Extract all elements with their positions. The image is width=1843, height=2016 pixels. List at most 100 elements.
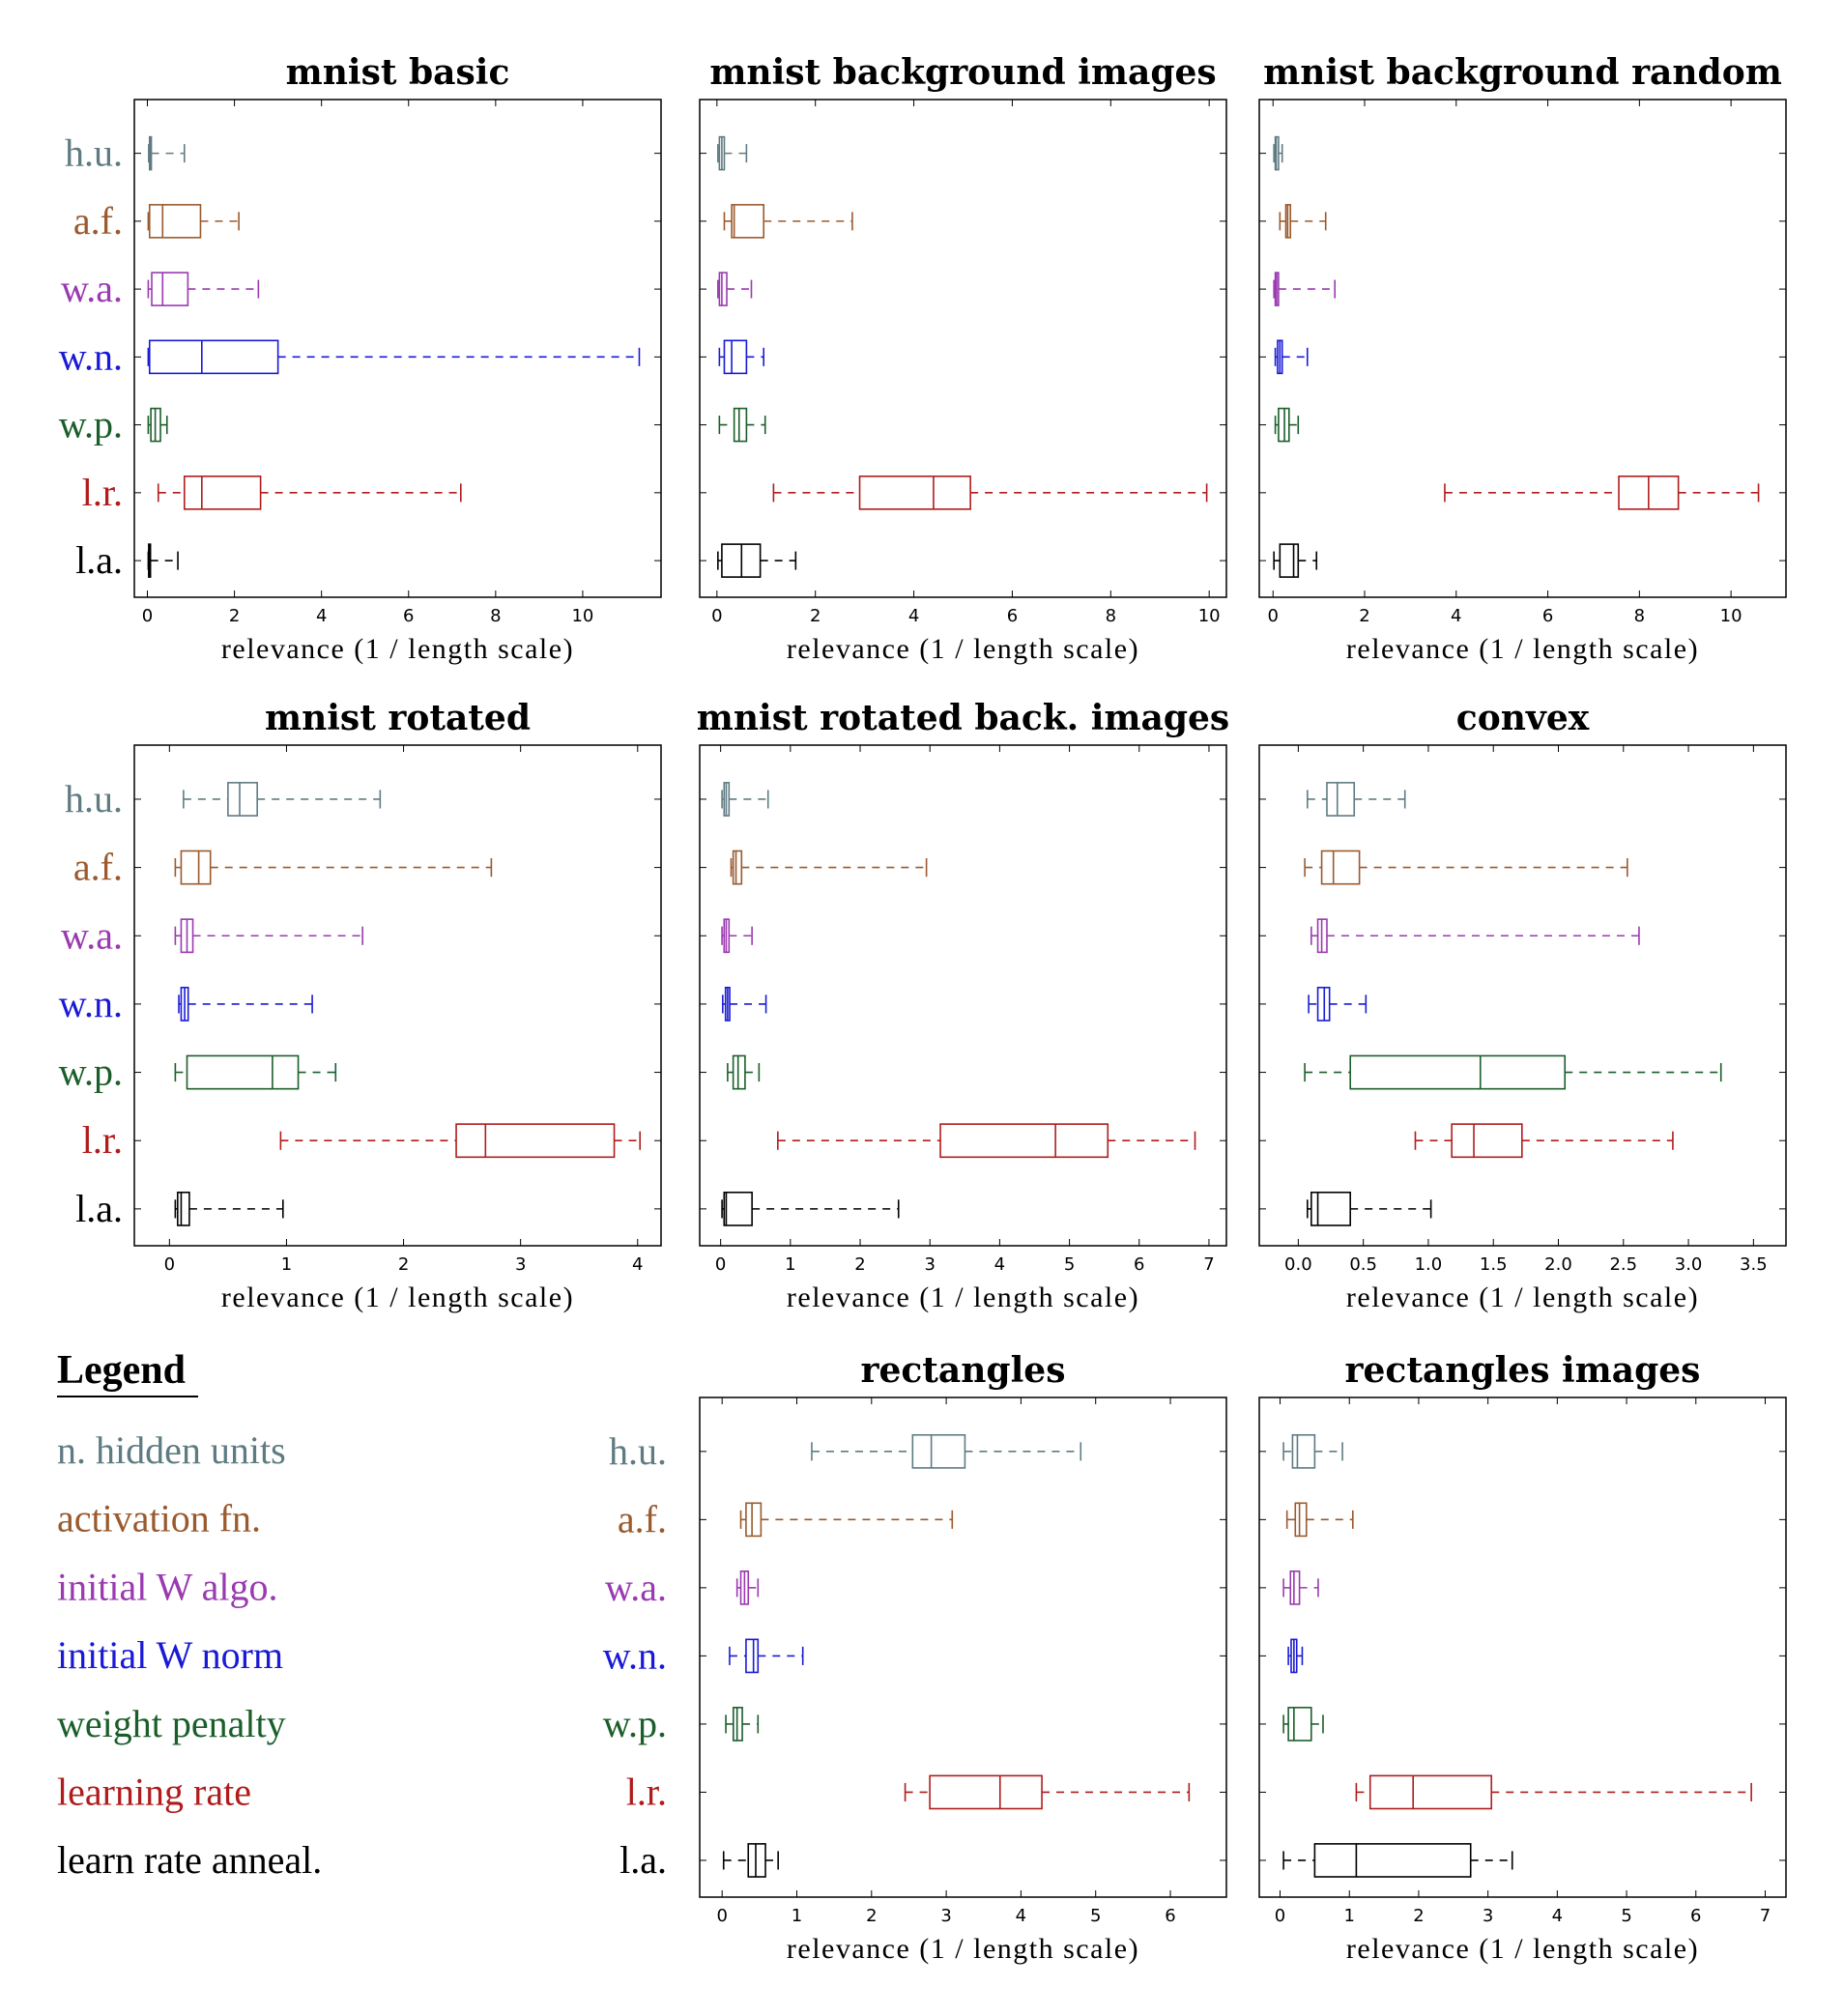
box-w-n	[147, 339, 641, 375]
box-l-a	[1282, 1843, 1513, 1878]
x-tick-label: 6	[1134, 1254, 1144, 1275]
y-tick-label-l-r: l.r.	[82, 471, 123, 514]
box-iqr	[455, 1123, 616, 1159]
y-tick-label-w-n: w.n.	[603, 1633, 667, 1677]
legend-item-activation-fn: activation fn.	[57, 1497, 261, 1541]
box-w-a	[1273, 272, 1336, 306]
box-a-f	[147, 204, 240, 239]
box-iqr	[177, 1191, 190, 1226]
x-tick-label: 2	[866, 1906, 877, 1926]
box-w-a	[147, 272, 260, 306]
x-axis-label: relevance (1 / length scale)	[1346, 633, 1699, 665]
x-tick-label: 3.5	[1740, 1254, 1768, 1275]
panel-title: convex	[1456, 698, 1590, 738]
box-iqr	[718, 272, 728, 306]
y-tick-label-h-u: h.u.	[65, 777, 123, 821]
box-h-u	[1273, 135, 1283, 171]
x-tick-label: 2.0	[1544, 1254, 1572, 1275]
box-iqr	[1279, 543, 1300, 578]
box-iqr	[180, 850, 212, 885]
plot-frame	[1258, 99, 1787, 598]
box-w-n	[718, 339, 765, 375]
plot-frame	[133, 99, 662, 598]
legend-item-initial-w-norm: initial W norm	[57, 1633, 283, 1677]
panel-mnist-background-random: mnist background random 0 2 4 6 8 10 relevance …	[1258, 52, 1787, 665]
box-iqr	[1294, 1502, 1308, 1538]
box-l-a	[147, 543, 179, 578]
legend-item-weight-penalty: weight penalty	[57, 1702, 286, 1745]
x-tick-label: 8	[1634, 606, 1645, 626]
box-l-r	[1414, 1123, 1674, 1159]
legend-title: Legend	[57, 1348, 186, 1393]
panel-mnist-basic: mnist basic 0 2 4 6 8 10 relevance (1 / length …	[59, 52, 662, 665]
x-axis-label: relevance (1 / length scale)	[1346, 1933, 1699, 1965]
box-iqr	[227, 782, 258, 817]
box-iqr	[1349, 1054, 1567, 1090]
panel-title: mnist background random	[1263, 52, 1782, 93]
y-tick-label-w-a: w.a.	[605, 1566, 667, 1609]
panel-title: mnist rotated back. images	[697, 698, 1229, 738]
x-tick-label: 2	[1359, 606, 1369, 626]
box-iqr	[186, 1054, 300, 1090]
box-l-a	[722, 1843, 779, 1878]
box-iqr	[731, 204, 765, 239]
x-tick-label: 2	[1413, 1906, 1424, 1926]
x-tick-label: 7	[1203, 1254, 1214, 1275]
x-tick-label: 10	[1198, 606, 1221, 626]
x-tick-label: 2	[854, 1254, 865, 1275]
plot-frame	[699, 99, 1227, 598]
box-w-a	[174, 918, 363, 954]
box-iqr	[183, 475, 262, 510]
legend-item-learn-rate-anneal: learn rate anneal.	[57, 1838, 322, 1882]
box-iqr	[1368, 1774, 1493, 1810]
x-tick-label: 6	[403, 606, 414, 626]
box-w-p	[727, 1054, 761, 1090]
legend-item-initial-w-algo: initial W algo.	[57, 1565, 278, 1608]
x-tick-label: 1.5	[1480, 1254, 1508, 1275]
box-l-a	[717, 543, 797, 578]
box-iqr	[858, 475, 971, 510]
x-tick-label: 8	[1106, 606, 1116, 626]
box-iqr	[1451, 1123, 1523, 1159]
x-tick-label: 0.5	[1349, 1254, 1377, 1275]
box-a-f	[723, 204, 853, 239]
box-iqr	[939, 1123, 1109, 1159]
x-tick-label: 1.0	[1415, 1254, 1443, 1275]
y-tick-label-w-n: w.n.	[59, 982, 123, 1025]
box-iqr	[723, 339, 748, 375]
x-tick-label: 2	[810, 606, 821, 626]
y-tick-label-h-u: h.u.	[65, 131, 123, 175]
box-w-n	[1308, 987, 1368, 1022]
x-axis-label: relevance (1 / length scale)	[221, 1282, 574, 1313]
box-iqr	[747, 1843, 766, 1878]
legend-item-learning-rate: learning rate	[57, 1771, 251, 1814]
box-a-f	[1285, 1502, 1354, 1538]
box-iqr	[148, 339, 279, 375]
x-tick-label: 6	[1690, 1906, 1701, 1926]
y-tick-label-l-a: l.a.	[75, 538, 123, 582]
x-tick-label: 2.5	[1609, 1254, 1637, 1275]
x-tick-label: 4	[316, 606, 327, 626]
box-iqr	[148, 204, 202, 239]
y-tick-label-l-r: l.r.	[626, 1770, 667, 1813]
x-tick-label: 0	[711, 606, 722, 626]
box-iqr	[745, 1638, 760, 1674]
y-tick-label-h-u: h.u.	[609, 1429, 667, 1473]
box-w-n	[729, 1638, 804, 1674]
box-iqr	[745, 1502, 763, 1538]
box-iqr	[1320, 850, 1361, 885]
box-w-p	[725, 1707, 760, 1742]
x-tick-label: 3.0	[1675, 1254, 1703, 1275]
box-l-r	[772, 475, 1208, 510]
x-tick-label: 0	[715, 1254, 726, 1275]
x-tick-label: 6	[1165, 1906, 1175, 1926]
box-iqr	[1287, 1707, 1312, 1742]
y-tick-label-l-a: l.a.	[619, 1838, 667, 1882]
x-tick-label: 0	[1267, 606, 1278, 626]
plot-frame	[1258, 1397, 1787, 1898]
x-tick-label: 3	[515, 1254, 526, 1275]
panel-title: mnist basic	[286, 52, 510, 93]
box-h-u	[811, 1433, 1082, 1469]
x-tick-label: 1	[281, 1254, 292, 1275]
box-w-n	[1287, 1638, 1304, 1674]
